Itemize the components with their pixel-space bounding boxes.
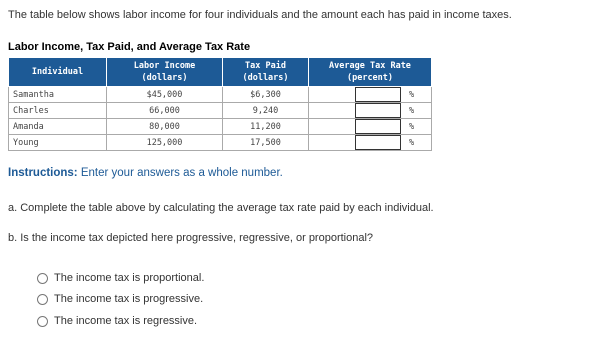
instructions-text: Enter your answers as a whole number. bbox=[80, 167, 283, 179]
answer-cell: % bbox=[308, 86, 432, 103]
option-text: The income tax is progressive. bbox=[54, 293, 204, 305]
table-cell: Charles bbox=[8, 102, 107, 119]
radio-button[interactable] bbox=[37, 272, 48, 284]
answer-input[interactable] bbox=[355, 135, 401, 150]
table-row: Samantha $45,000 $6,300% bbox=[8, 86, 432, 103]
header-cell: Average Tax Rate (percent) bbox=[308, 57, 432, 87]
percent-sign: % bbox=[409, 90, 415, 100]
option-text: The income tax is regressive. bbox=[54, 315, 198, 327]
header-text: (dollars) bbox=[242, 73, 289, 83]
answer-cell: % bbox=[308, 134, 432, 151]
instructions: Instructions: Enter your answers as a wh… bbox=[8, 167, 283, 179]
table-cell: 80,000 bbox=[106, 118, 223, 135]
answer-input[interactable] bbox=[355, 119, 401, 134]
header-text: Individual bbox=[31, 67, 84, 77]
option[interactable]: The income tax is proportional. bbox=[37, 272, 204, 284]
table-row: Young 125,000 17,500% bbox=[8, 134, 432, 151]
table-title: Labor Income, Tax Paid, and Average Tax … bbox=[8, 41, 251, 53]
table-cell: 66,000 bbox=[106, 102, 223, 119]
table-cell: Samantha bbox=[8, 86, 107, 103]
option[interactable]: The income tax is regressive. bbox=[37, 315, 197, 327]
table-row: Charles 66,000 9,240% bbox=[8, 102, 432, 119]
intro: The table below shows labor income for f… bbox=[8, 9, 512, 21]
radio-button[interactable] bbox=[37, 293, 48, 305]
header-row: Individual Labor Income (dollars) Tax Pai… bbox=[8, 57, 432, 87]
percent-sign: % bbox=[409, 106, 415, 116]
question: b. Is the income tax depicted here progr… bbox=[8, 232, 374, 244]
answer-cell: % bbox=[308, 118, 432, 135]
table-cell: Young bbox=[8, 134, 107, 151]
table-row: Amanda 80,000 11,200% bbox=[8, 118, 432, 135]
answer-input[interactable] bbox=[355, 87, 401, 102]
table-cell: 9,240 bbox=[222, 102, 309, 119]
option[interactable]: The income tax is progressive. bbox=[37, 293, 203, 305]
percent-sign: % bbox=[409, 122, 415, 132]
header-cell: Labor Income (dollars) bbox=[106, 57, 223, 87]
table-cell: 11,200 bbox=[222, 118, 309, 135]
answer-cell: % bbox=[308, 102, 432, 119]
table-cell: 125,000 bbox=[106, 134, 223, 151]
radio-button[interactable] bbox=[37, 315, 48, 327]
header-text: (dollars) bbox=[141, 73, 188, 83]
question: a. Complete the table above by calculati… bbox=[8, 202, 434, 214]
header-text: Average Tax Rate bbox=[329, 61, 411, 71]
option-text: The income tax is proportional. bbox=[54, 272, 205, 284]
header-text: Labor Income bbox=[133, 61, 196, 71]
percent-sign: % bbox=[409, 138, 415, 148]
instructions-label: Instructions: bbox=[8, 167, 78, 179]
answer-input[interactable] bbox=[355, 103, 401, 118]
table-cell: Amanda bbox=[8, 118, 107, 135]
header-cell: Tax Paid (dollars) bbox=[222, 57, 309, 87]
table-cell: $6,300 bbox=[222, 86, 309, 103]
header-text: (percent) bbox=[346, 73, 394, 83]
table-cell: $45,000 bbox=[106, 86, 223, 103]
table-cell: 17,500 bbox=[222, 134, 309, 151]
header-text: Tax Paid bbox=[245, 61, 286, 71]
tax-table: Individual Labor Income (dollars) Tax Pai… bbox=[8, 57, 432, 151]
header-cell: Individual bbox=[8, 57, 107, 87]
